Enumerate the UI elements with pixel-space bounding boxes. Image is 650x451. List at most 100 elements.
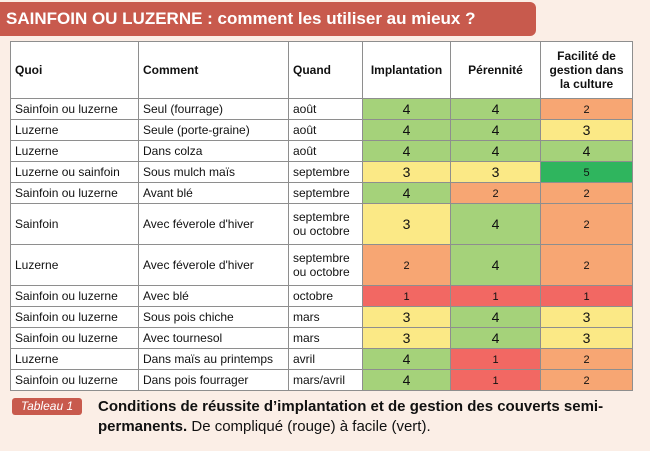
cell-quand: septembre ou octobre [288,203,363,245]
cell-perennite: 4 [450,203,541,245]
table-row: Sainfoin ou luzerne Dans pois fourrager ma… [10,369,633,391]
cell-perennite: 4 [450,119,541,141]
cell-quoi: Sainfoin ou luzerne [10,98,139,120]
score-value: 4 [491,100,500,117]
score-value: 4 [402,184,411,201]
header-perennite: Pérennité [450,41,541,99]
table-row: Sainfoin ou luzerne Seul (fourrage) août 4 4… [10,98,633,120]
cell-quoi: Sainfoin ou luzerne [10,369,139,391]
score-value: 2 [583,103,590,116]
score-value: 2 [403,259,410,272]
header-quand: Quand [288,41,363,99]
cell-quoi: Sainfoin [10,203,139,245]
cell-implantation: 4 [362,140,451,162]
score-value: 1 [492,353,499,366]
cell-comment: Avec féverole d'hiver [138,203,289,245]
cell-facilite: 2 [540,203,633,245]
cell-comment: Avant blé [138,182,289,204]
caption-bold: Conditions de réussite d’implantation et… [98,398,604,435]
header-implantation: Implantation [362,41,451,99]
table-row: Sainfoin ou luzerne Avant blé septembre 4 2 2 [10,182,633,204]
cell-implantation: 4 [362,98,451,120]
score-value: 4 [582,142,591,159]
page-title: SAINFOIN OU LUZERNE : comment les utilis… [0,2,536,36]
header-comment: Comment [138,41,289,99]
score-value: 4 [491,329,500,346]
score-value: 3 [582,308,591,325]
cell-comment: Avec tournesol [138,327,289,349]
score-value: 1 [403,290,410,303]
cell-comment: Dans colza [138,140,289,162]
cell-implantation: 4 [362,369,451,391]
table-row: Luzerne Seule (porte-graine) août 4 4 3 [10,119,633,141]
cell-quoi: Luzerne [10,140,139,162]
cell-comment: Seul (fourrage) [138,98,289,120]
data-table: Quoi Comment Quand Implantation Pérennit… [10,41,633,391]
cell-quand: mars [288,327,363,349]
cell-implantation: 2 [362,244,451,286]
score-value: 2 [583,353,590,366]
table-row: Luzerne Avec féverole d'hiver septembre ou… [10,244,633,286]
cell-comment: Avec féverole d'hiver [138,244,289,286]
score-value: 4 [491,256,500,273]
cell-quoi: Luzerne [10,348,139,370]
score-value: 4 [402,371,411,388]
cell-implantation: 3 [362,306,451,328]
score-value: 3 [582,121,591,138]
cell-perennite: 4 [450,327,541,349]
table-row: Sainfoin Avec féverole d'hiver septembre o… [10,203,633,245]
cell-facilite: 2 [540,98,633,120]
score-value: 4 [491,142,500,159]
cell-quand: mars/avril [288,369,363,391]
cell-facilite: 2 [540,369,633,391]
table-row: Sainfoin ou luzerne Sous pois chiche mars 3… [10,306,633,328]
score-value: 2 [492,187,499,200]
score-value: 4 [402,100,411,117]
cell-quoi: Luzerne [10,119,139,141]
cell-quand: mars [288,306,363,328]
caption-normal: De compliqué (rouge) à facile (vert). [187,418,431,435]
cell-quoi: Luzerne ou sainfoin [10,161,139,183]
table-caption: Conditions de réussite d’implantation et… [98,397,638,437]
score-value: 2 [583,218,590,231]
table-row: Luzerne ou sainfoin Sous mulch maïs septem… [10,161,633,183]
cell-perennite: 4 [450,244,541,286]
cell-quand: septembre [288,182,363,204]
cell-facilite: 3 [540,327,633,349]
cell-quoi: Luzerne [10,244,139,286]
cell-implantation: 4 [362,348,451,370]
cell-perennite: 1 [450,348,541,370]
cell-quoi: Sainfoin ou luzerne [10,182,139,204]
cell-comment: Dans pois fourrager [138,369,289,391]
cell-quoi: Sainfoin ou luzerne [10,285,139,307]
score-value: 3 [402,163,411,180]
cell-perennite: 1 [450,369,541,391]
cell-quand: août [288,98,363,120]
cell-quand: août [288,119,363,141]
cell-implantation: 3 [362,161,451,183]
score-value: 4 [402,121,411,138]
cell-comment: Dans maïs au printemps [138,348,289,370]
cell-quoi: Sainfoin ou luzerne [10,306,139,328]
cell-quand: septembre ou octobre [288,244,363,286]
cell-perennite: 1 [450,285,541,307]
score-value: 4 [402,350,411,367]
cell-implantation: 4 [362,119,451,141]
cell-comment: Seule (porte-graine) [138,119,289,141]
score-value: 1 [492,374,499,387]
cell-quand: octobre [288,285,363,307]
table-row: Luzerne Dans colza août 4 4 4 [10,140,633,162]
table-header-row: Quoi Comment Quand Implantation Pérennit… [10,41,633,99]
score-value: 4 [491,215,500,232]
score-value: 2 [583,259,590,272]
score-value: 2 [583,187,590,200]
score-value: 1 [583,290,590,303]
cell-implantation: 3 [362,203,451,245]
cell-facilite: 3 [540,306,633,328]
cell-comment: Sous pois chiche [138,306,289,328]
cell-comment: Avec blé [138,285,289,307]
cell-perennite: 3 [450,161,541,183]
table-number-tag: Tableau 1 [12,398,82,415]
score-value: 3 [402,329,411,346]
table-row: Luzerne Dans maïs au printemps avril 4 1 2 [10,348,633,370]
